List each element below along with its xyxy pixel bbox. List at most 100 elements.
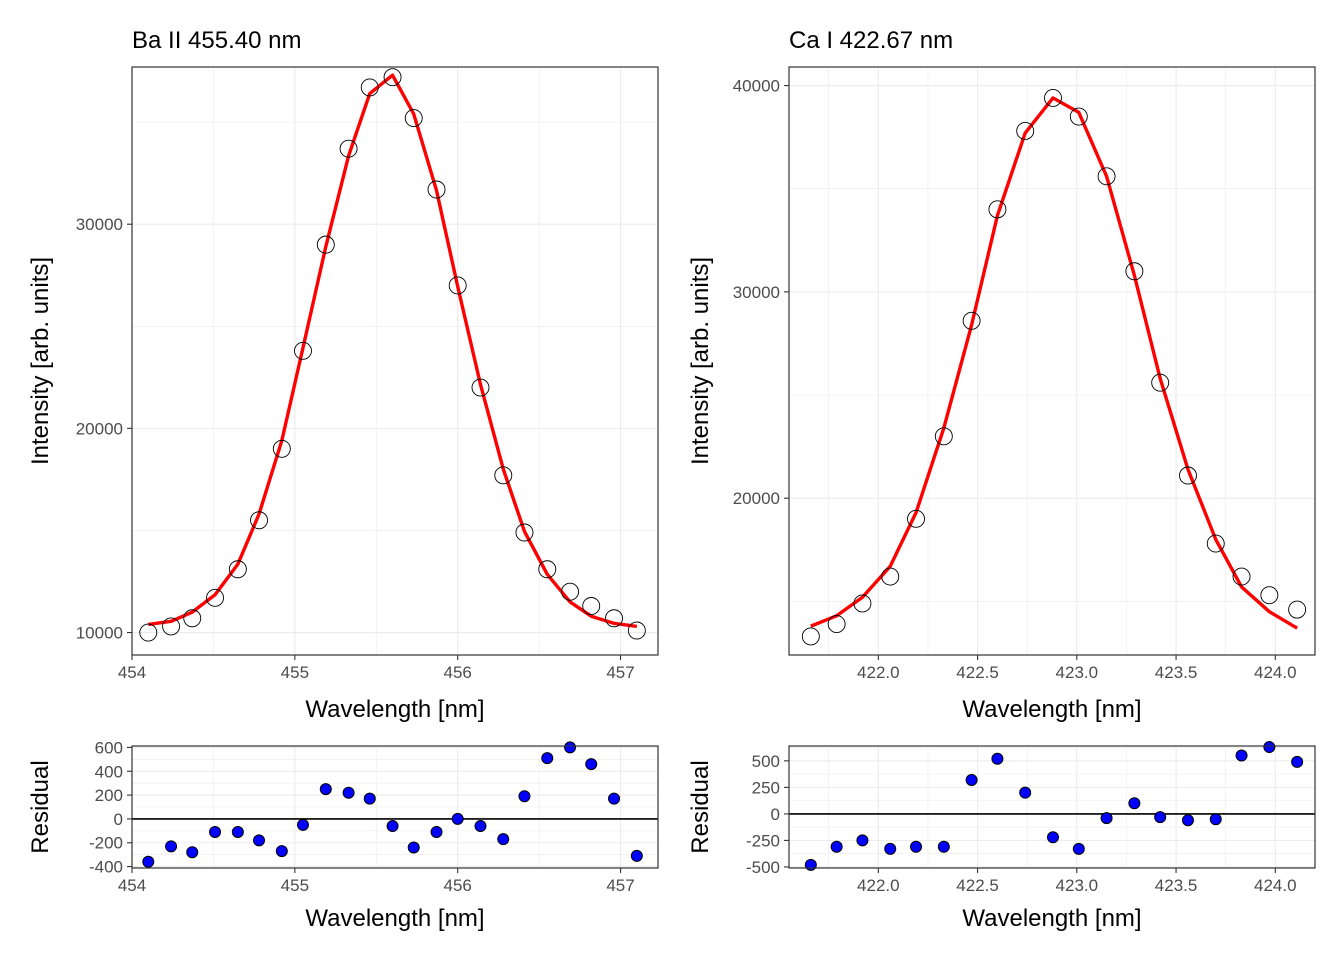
p2-residual-point-16 — [497, 833, 510, 846]
p0-observed-point-8 — [316, 235, 335, 254]
p1-observed-point-7 — [988, 200, 1007, 219]
p2-residual-point-0 — [142, 855, 155, 868]
p0-x-tick-label-3: 457 — [606, 663, 634, 682]
ca-main-title: Ca I 422.67 nm — [789, 27, 953, 54]
ba-residual-xlabel: Wavelength [nm] — [305, 905, 484, 932]
p1-observed-point-5 — [934, 427, 953, 446]
p0-observed-point-3 — [206, 588, 225, 607]
p0-observed-point-13 — [427, 180, 446, 199]
ba-main-panel: Ba II 455.40 nm 454 455 456 457 10000 20000 30… — [27, 27, 659, 723]
p0-x-tick-label-2: 456 — [444, 663, 472, 682]
p0-observed-point-4 — [228, 560, 247, 579]
p1-x-tick-label-2: 423.0 — [1056, 663, 1099, 682]
p3-residual-point-14 — [1181, 814, 1194, 827]
p1-y-tick-label-0: 20000 — [733, 489, 780, 508]
p3-y-tick-label-0: -500 — [746, 858, 780, 877]
ba-main-ticks: 454 455 456 457 10000 20000 30000 — [76, 215, 635, 682]
p1-observed-point-3 — [881, 567, 900, 586]
p0-observed-point-6 — [272, 439, 291, 458]
p3-residual-point-12 — [1128, 797, 1141, 810]
p2-residual-point-2 — [186, 846, 199, 859]
p1-x-tick-label-0: 422.0 — [857, 663, 900, 682]
p0-observed-point-22 — [627, 621, 646, 640]
ca-residual-grid — [789, 746, 1315, 868]
p3-x-tick-label-1: 422.5 — [956, 876, 999, 895]
ba-residual-border — [131, 745, 659, 869]
p3-residual-point-9 — [1046, 831, 1059, 844]
p3-residual-point-8 — [1019, 786, 1032, 799]
p3-x-tick-label-2: 423.0 — [1056, 876, 1099, 895]
p1-fit-line — [810, 96, 1299, 630]
p1-x-tick-label-3: 423.5 — [1155, 663, 1198, 682]
p2-residual-point-21 — [608, 792, 621, 805]
p3-residual-point-3 — [884, 842, 897, 855]
ca-residual-ticks: 422.0 422.5 423.0 423.5 424.0 -500 -250 0 250 500 — [746, 752, 1297, 895]
p2-residual-point-12 — [407, 841, 420, 854]
p0-y-tick-label-0: 10000 — [76, 624, 123, 643]
p3-residual-point-5 — [937, 840, 950, 853]
p1-observed-point-14 — [1179, 466, 1197, 485]
p1-observed-point-13 — [1151, 373, 1170, 392]
ca-main-ticks: 422.0 422.5 423.0 423.5 424.0 20000 30000 40000 — [733, 77, 1297, 682]
p2-residual-point-17 — [518, 790, 531, 803]
p1-observed-point-0 — [801, 627, 820, 646]
p0-y-tick-label-1: 20000 — [76, 419, 123, 438]
p0-observed-point-2 — [183, 609, 202, 628]
p3-residual-point-13 — [1154, 811, 1167, 824]
p1-observed-point-2 — [853, 594, 872, 613]
ba-main-border — [131, 66, 659, 656]
p0-observed-point-0 — [139, 623, 158, 642]
p2-residual-point-22 — [630, 849, 643, 862]
ba-main-xlabel: Wavelength [nm] — [305, 696, 484, 723]
p2-residual-point-15 — [474, 820, 487, 833]
p2-residual-point-5 — [253, 834, 266, 847]
p2-x-tick-label-0: 454 — [118, 876, 146, 895]
p3-residual-point-16 — [1235, 749, 1248, 762]
p0-observed-point-18 — [538, 560, 557, 579]
p2-y-tick-label-1: -200 — [89, 834, 123, 853]
p1-observed-point-6 — [962, 311, 981, 330]
p0-fit-line — [148, 73, 638, 629]
p3-y-tick-label-3: 250 — [752, 778, 780, 797]
p0-observed-point-17 — [515, 523, 534, 542]
p2-x-tick-label-3: 457 — [606, 876, 634, 895]
p0-observed-point-20 — [582, 597, 601, 615]
p0-observed-point-5 — [250, 511, 268, 530]
p0-observed-point-21 — [605, 609, 623, 628]
p1-observed-point-17 — [1260, 586, 1279, 605]
ca-residual-ylabel: Residual — [687, 760, 714, 853]
p0-observed-point-1 — [162, 617, 181, 636]
p0-observed-point-9 — [339, 139, 358, 158]
p3-x-tick-label-4: 424.0 — [1254, 876, 1297, 895]
ca-residual-border — [788, 745, 1316, 869]
p3-residual-point-15 — [1209, 813, 1222, 826]
ba-residual-ylabel: Residual — [27, 760, 54, 853]
p0-observed-point-16 — [494, 466, 513, 485]
ca-residual-panel: 422.0 422.5 423.0 423.5 424.0 -500 -250 0 250 500… — [687, 741, 1316, 932]
p3-residual-point-7 — [991, 752, 1004, 765]
p3-residual-point-2 — [856, 834, 869, 847]
p2-residual-point-3 — [209, 826, 222, 839]
p0-observed-point-12 — [404, 109, 423, 127]
p3-x-tick-label-3: 423.5 — [1155, 876, 1198, 895]
p1-observed-point-16 — [1232, 567, 1251, 586]
ca-main-ylabel: Intensity [arb. units] — [687, 257, 714, 465]
ba-residual-panel: 454 455 456 457 -400 -200 0 200 400 600 Wavelengt… — [27, 738, 659, 932]
ca-main-border — [788, 66, 1316, 656]
ca-main-xlabel: Wavelength [nm] — [962, 696, 1141, 723]
p2-y-tick-label-4: 400 — [95, 762, 123, 781]
p1-x-tick-label-1: 422.5 — [956, 663, 999, 682]
ca-main-panel: Ca I 422.67 nm 422.0 422.5 423.0 423.5 424.0… — [687, 27, 1316, 723]
ca-main-grid — [789, 67, 1315, 655]
p1-x-tick-label-4: 424.0 — [1254, 663, 1297, 682]
p2-x-tick-label-1: 455 — [281, 876, 309, 895]
p0-observed-point-11 — [383, 68, 402, 87]
p0-observed-point-14 — [448, 276, 467, 295]
p1-observed-point-4 — [907, 509, 925, 528]
p2-residual-point-14 — [451, 812, 464, 825]
p3-residual-point-11 — [1100, 812, 1113, 825]
p1-observed-point-8 — [1016, 122, 1035, 140]
p2-residual-point-9 — [342, 786, 355, 799]
